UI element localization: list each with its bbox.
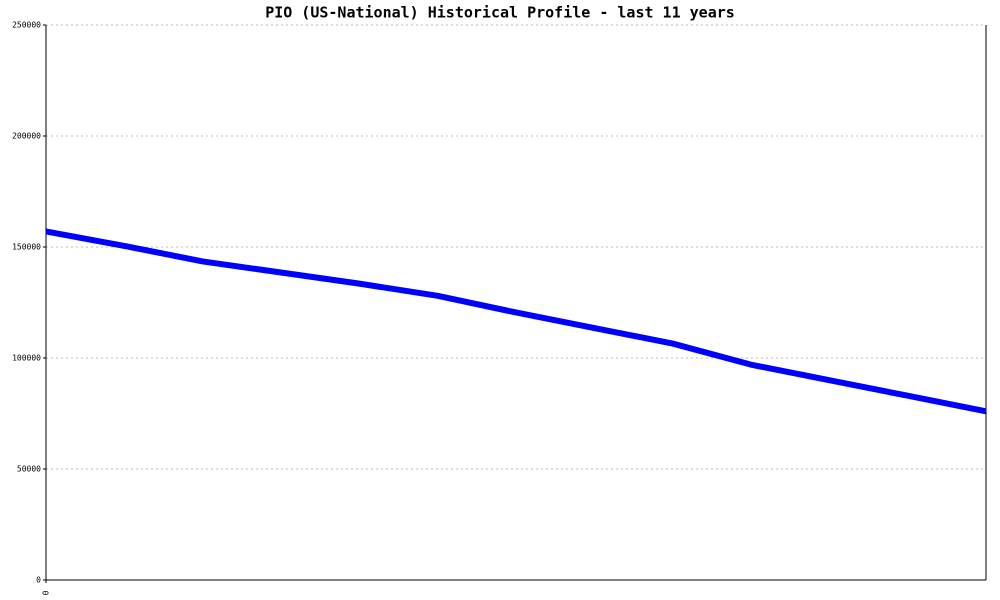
y-tick-label: 0 (36, 576, 41, 585)
series-line (45, 228, 987, 415)
y-tick-label: 200000 (12, 132, 41, 141)
y-tick-label: 150000 (12, 243, 41, 252)
chart-title: PIO (US-National) Historical Profile - l… (265, 4, 735, 22)
y-tick-label: 100000 (12, 354, 41, 363)
y-tick-label: 50000 (17, 465, 41, 474)
x-tick-label: 0 (42, 590, 51, 595)
y-tick-label: 250000 (12, 21, 41, 30)
